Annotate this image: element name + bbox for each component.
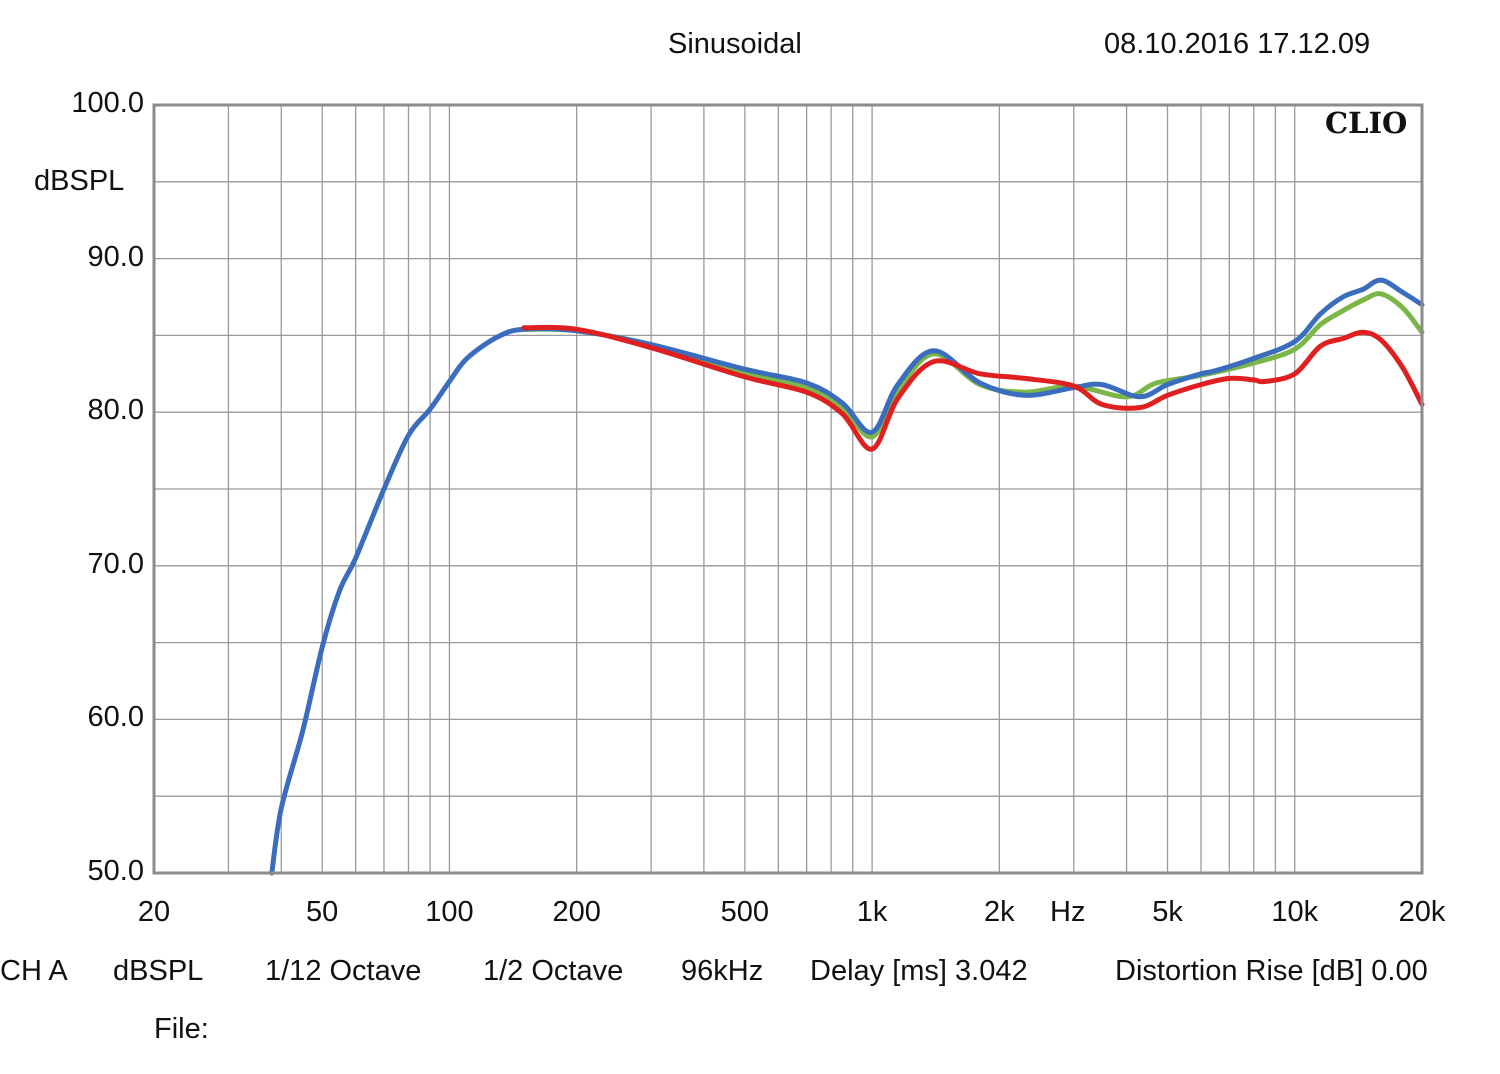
file-label: File:	[154, 1013, 209, 1045]
channel-label: CH A	[0, 955, 68, 987]
clio-logo: CLIO	[1325, 106, 1408, 140]
x-tick-label: 20	[137, 896, 171, 928]
y-tick-label: 50.0	[87, 855, 144, 887]
x-tick-label: 500	[720, 896, 770, 928]
series-line-3	[521, 324, 1425, 452]
y-tick-label: 60.0	[87, 701, 144, 734]
distortion-label: Distortion Rise [dB] 0.00	[1115, 955, 1428, 987]
timestamp: 08.10.2016 17.12.09	[1104, 28, 1371, 60]
y-tick-label: 80.0	[87, 394, 144, 427]
chart-title: Sinusoidal	[668, 28, 802, 60]
y-tick-label: 100.0	[71, 87, 144, 119]
sample-rate-label: 96kHz	[681, 955, 764, 987]
y-tick-label: 70.0	[87, 547, 144, 580]
grid-lines	[154, 105, 1422, 873]
series-line-2	[269, 277, 1425, 876]
x-tick-label: 20k	[1398, 896, 1446, 928]
x-tick-label: 50	[306, 896, 339, 928]
x-tick-label: 1k	[856, 896, 888, 928]
x-tick-label: 10k	[1271, 896, 1319, 928]
delay-label: Delay [ms] 3.042	[810, 955, 1028, 987]
unit-label: dBSPL	[113, 955, 204, 987]
x-tick-label: 2k	[984, 896, 1015, 928]
x-tick-label: 200	[552, 896, 601, 928]
smoothing-label: 1/12 Octave	[265, 955, 422, 987]
series-lines	[269, 277, 1425, 876]
x-tick-label: 5k	[1152, 896, 1183, 928]
plot-frame	[152, 103, 1424, 875]
y-tick-label: 90.0	[87, 240, 144, 273]
y-axis-unit-label: dBSPL	[34, 165, 125, 197]
resolution-label: 1/2 Octave	[483, 955, 624, 987]
x-axis-unit-label: Hz	[1050, 896, 1086, 928]
x-tick-label: 100	[425, 896, 474, 928]
